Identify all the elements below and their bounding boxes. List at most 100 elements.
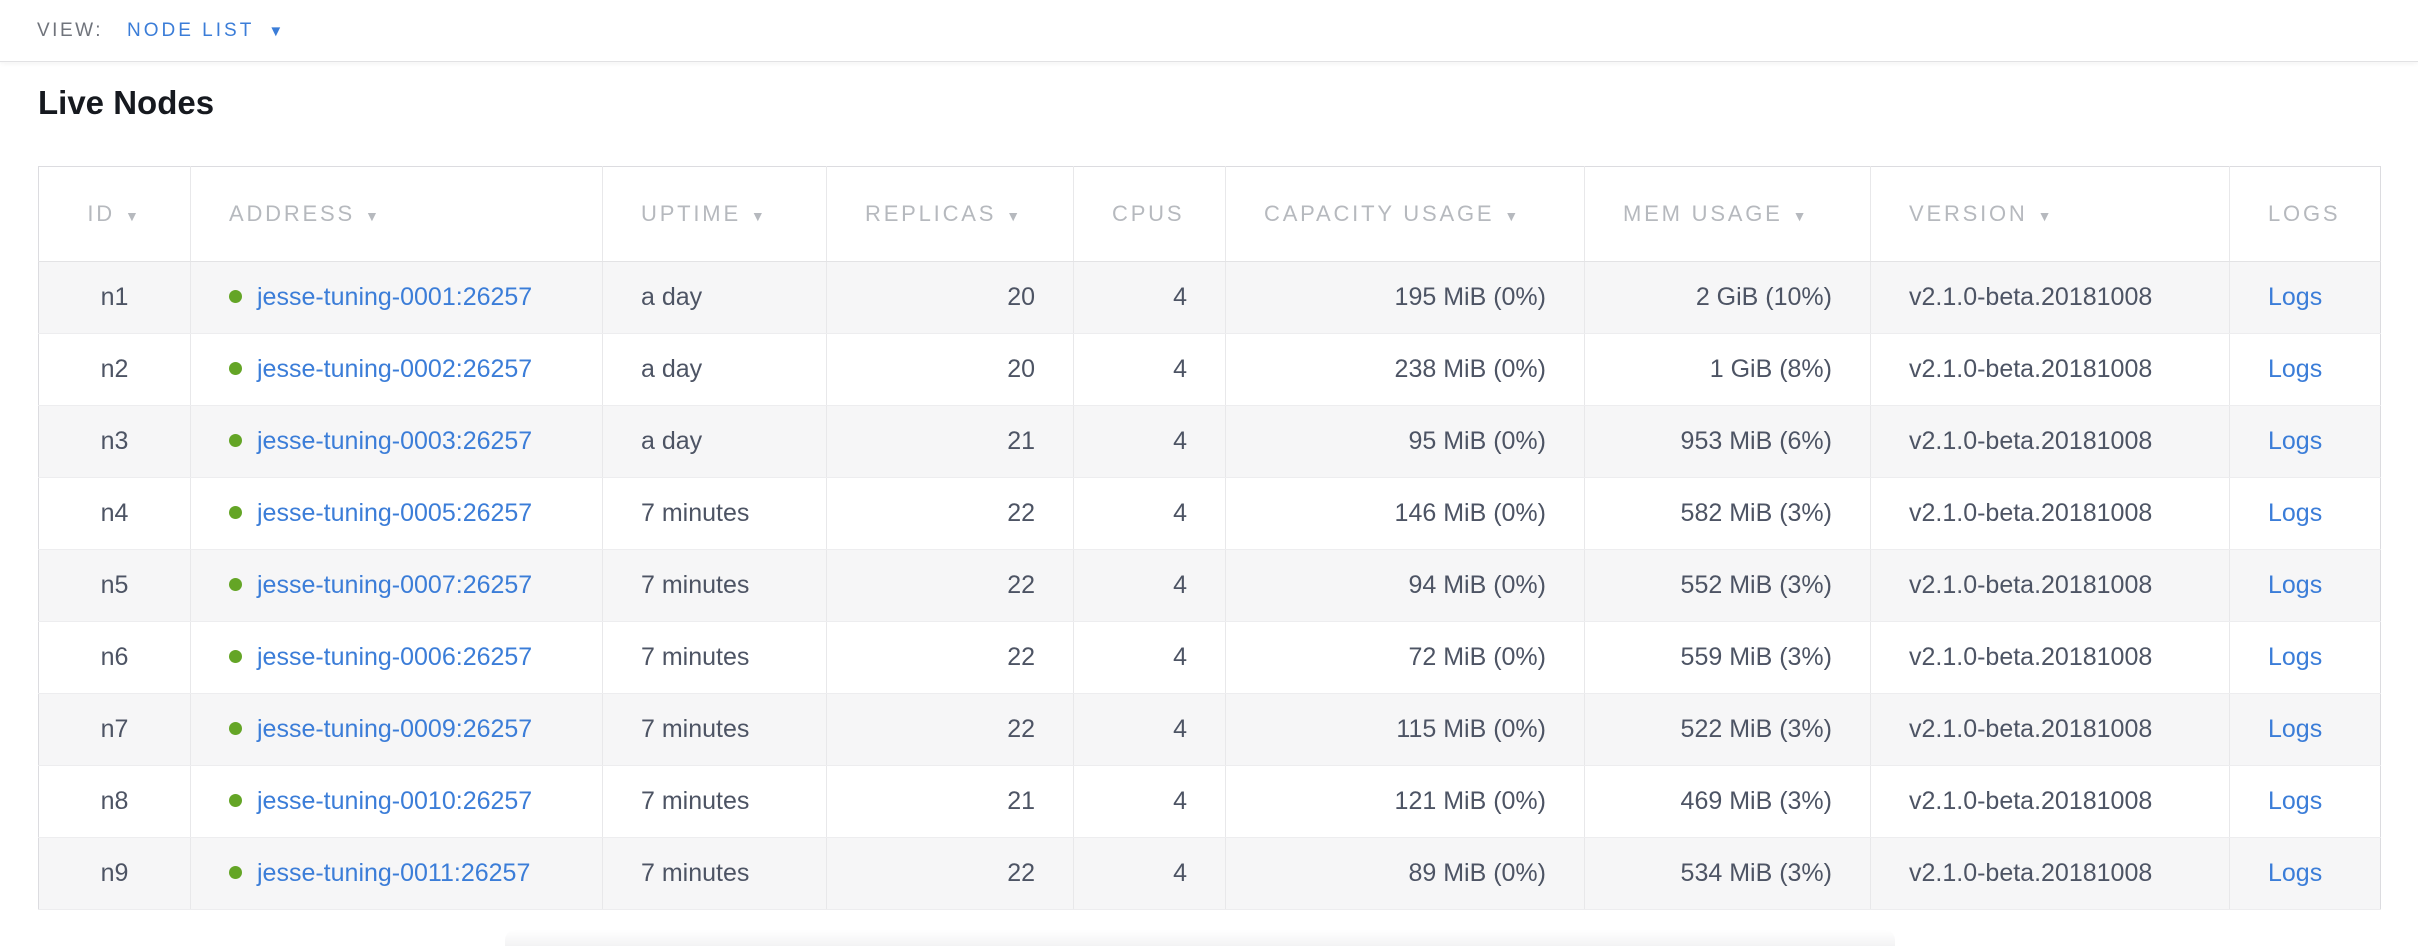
cell-id: n1 <box>38 261 191 334</box>
cell-uptime: 7 minutes <box>602 765 827 838</box>
sort-desc-icon: ▼ <box>1006 208 1023 224</box>
table-row: n5 jesse-tuning-0007:26257 7 minutes 22 4 94 … <box>38 549 2381 622</box>
address-link[interactable]: jesse-tuning-0009:26257 <box>257 715 533 743</box>
cell-uptime: 7 minutes <box>602 549 827 622</box>
cell-version: v2.1.0-beta.20181008 <box>1870 693 2230 766</box>
cell-logs: Logs <box>2229 621 2381 694</box>
sort-desc-icon: ▼ <box>1504 208 1521 224</box>
column-header-replicas[interactable]: REPLICAS ▼ <box>826 166 1074 262</box>
logs-link[interactable]: Logs <box>2268 571 2323 599</box>
table-row: n8 jesse-tuning-0010:26257 7 minutes 21 4 121… <box>38 765 2381 838</box>
logs-link[interactable]: Logs <box>2268 499 2323 527</box>
logs-link[interactable]: Logs <box>2268 643 2323 671</box>
cell-mem: 582 MiB (3%) <box>1584 477 1871 550</box>
address-link[interactable]: jesse-tuning-0011:26257 <box>257 859 531 887</box>
address-link[interactable]: jesse-tuning-0010:26257 <box>257 787 533 815</box>
cell-logs: Logs <box>2229 693 2381 766</box>
sort-desc-icon: ▼ <box>1792 208 1810 224</box>
view-bar: VIEW: NODE LIST ▼ <box>0 0 2418 62</box>
cell-address: jesse-tuning-0001:26257 <box>190 261 603 334</box>
node-status-dot <box>229 362 242 375</box>
column-header-id[interactable]: ID ▼ <box>38 166 191 262</box>
column-header-label: REPLICAS <box>865 201 997 226</box>
cell-version: v2.1.0-beta.20181008 <box>1870 837 2230 910</box>
cell-cpus: 4 <box>1073 333 1226 406</box>
table-row: n2 jesse-tuning-0002:26257 a day 20 4 238 MiB… <box>38 333 2381 406</box>
column-header-logs: LOGS <box>2229 166 2381 262</box>
table-row: n6 jesse-tuning-0006:26257 7 minutes 22 4 72 … <box>38 621 2381 694</box>
cell-replicas: 22 <box>826 549 1074 622</box>
cell-mem: 2 GiB (10%) <box>1584 261 1871 334</box>
column-header-uptime[interactable]: UPTIME ▼ <box>602 166 827 262</box>
cell-version: v2.1.0-beta.20181008 <box>1870 621 2230 694</box>
column-header-label: MEM USAGE <box>1623 201 1783 226</box>
sort-desc-icon: ▼ <box>750 208 768 224</box>
dropdown-caret-icon[interactable]: ▼ <box>268 23 284 40</box>
table-row: n9 jesse-tuning-0011:26257 7 minutes 22 4 89 … <box>38 837 2381 910</box>
column-header-address[interactable]: ADDRESS ▼ <box>190 166 603 262</box>
address-link[interactable]: jesse-tuning-0003:26257 <box>257 427 533 455</box>
address-link[interactable]: jesse-tuning-0005:26257 <box>257 499 533 527</box>
cell-address: jesse-tuning-0005:26257 <box>190 477 603 550</box>
node-status-dot <box>229 578 242 591</box>
cell-version: v2.1.0-beta.20181008 <box>1870 261 2230 334</box>
column-header-capacity[interactable]: CAPACITY USAGE ▼ <box>1225 166 1585 262</box>
page-title: Live Nodes <box>38 84 215 121</box>
cell-capacity: 95 MiB (0%) <box>1225 405 1585 478</box>
column-header-label: ADDRESS <box>229 201 355 226</box>
logs-link[interactable]: Logs <box>2268 787 2323 815</box>
column-header-label: ID <box>87 201 115 226</box>
column-header-label: LOGS <box>2268 201 2341 226</box>
cell-mem: 469 MiB (3%) <box>1584 765 1871 838</box>
node-status-dot <box>229 506 242 519</box>
cell-mem: 953 MiB (6%) <box>1584 405 1871 478</box>
cell-id: n3 <box>38 405 191 478</box>
cell-cpus: 4 <box>1073 261 1226 334</box>
cell-uptime: 7 minutes <box>602 693 827 766</box>
cell-uptime: 7 minutes <box>602 837 827 910</box>
address-link[interactable]: jesse-tuning-0001:26257 <box>257 283 533 311</box>
node-status-dot <box>229 650 242 663</box>
cell-version: v2.1.0-beta.20181008 <box>1870 333 2230 406</box>
cell-cpus: 4 <box>1073 405 1226 478</box>
logs-link[interactable]: Logs <box>2268 427 2323 455</box>
cell-capacity: 115 MiB (0%) <box>1225 693 1585 766</box>
logs-link[interactable]: Logs <box>2268 859 2323 887</box>
cell-replicas: 22 <box>826 477 1074 550</box>
view-selector-dropdown[interactable]: NODE LIST ▼ <box>127 20 283 42</box>
node-status-dot <box>229 434 242 447</box>
node-status-dot <box>229 290 242 303</box>
column-header-cpus: CPUS <box>1073 166 1226 262</box>
column-header-version[interactable]: VERSION ▼ <box>1870 166 2230 262</box>
cell-capacity: 89 MiB (0%) <box>1225 837 1585 910</box>
cell-replicas: 20 <box>826 261 1074 334</box>
cell-mem: 559 MiB (3%) <box>1584 621 1871 694</box>
cell-uptime: a day <box>602 405 827 478</box>
column-header-label: VERSION <box>1909 201 2028 226</box>
view-selected-value[interactable]: NODE LIST <box>127 19 255 41</box>
cell-replicas: 21 <box>826 765 1074 838</box>
cell-address: jesse-tuning-0007:26257 <box>190 549 603 622</box>
node-status-dot <box>229 794 242 807</box>
column-header-mem[interactable]: MEM USAGE ▼ <box>1584 166 1871 262</box>
logs-link[interactable]: Logs <box>2268 715 2323 743</box>
logs-link[interactable]: Logs <box>2268 283 2323 311</box>
cell-id: n7 <box>38 693 191 766</box>
cell-uptime: 7 minutes <box>602 621 827 694</box>
cell-replicas: 22 <box>826 621 1074 694</box>
cell-version: v2.1.0-beta.20181008 <box>1870 405 2230 478</box>
cell-replicas: 22 <box>826 693 1074 766</box>
node-status-dot <box>229 722 242 735</box>
cell-cpus: 4 <box>1073 621 1226 694</box>
cell-cpus: 4 <box>1073 765 1226 838</box>
cell-capacity: 94 MiB (0%) <box>1225 549 1585 622</box>
address-link[interactable]: jesse-tuning-0007:26257 <box>257 571 533 599</box>
cell-mem: 522 MiB (3%) <box>1584 693 1871 766</box>
cell-capacity: 238 MiB (0%) <box>1225 333 1585 406</box>
address-link[interactable]: jesse-tuning-0002:26257 <box>257 355 533 383</box>
cell-uptime: 7 minutes <box>602 477 827 550</box>
address-link[interactable]: jesse-tuning-0006:26257 <box>257 643 533 671</box>
sort-desc-icon: ▼ <box>124 208 142 224</box>
logs-link[interactable]: Logs <box>2268 355 2323 383</box>
cell-address: jesse-tuning-0010:26257 <box>190 765 603 838</box>
